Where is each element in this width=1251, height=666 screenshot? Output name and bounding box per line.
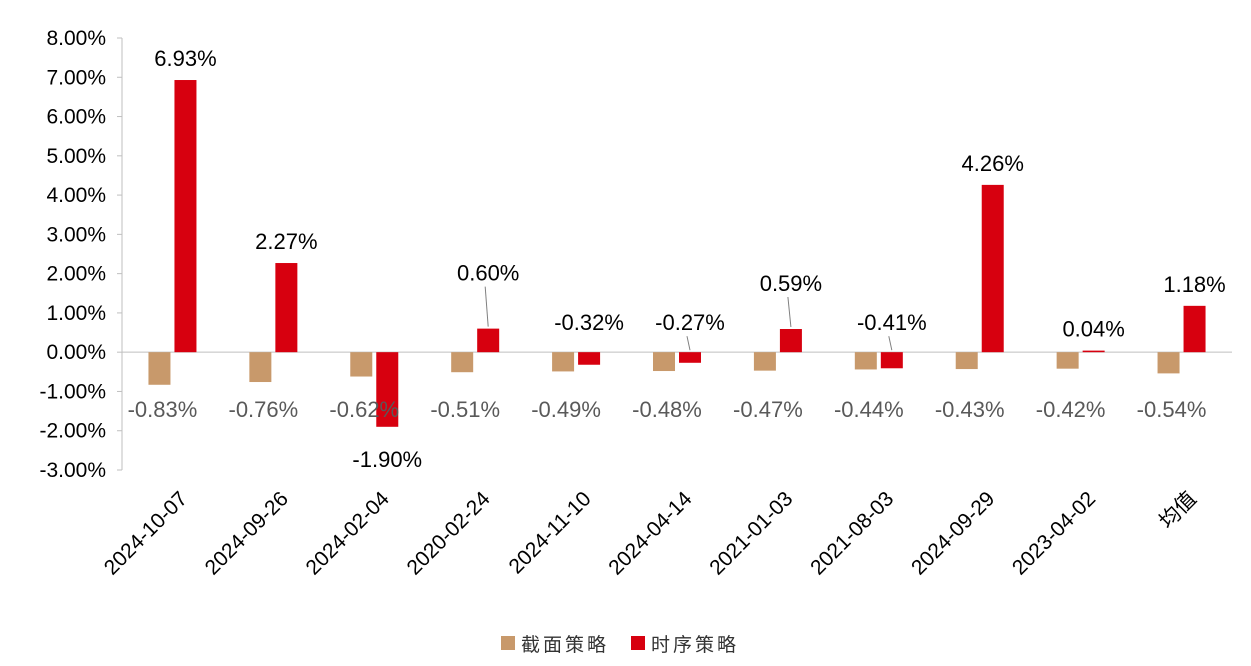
- bar-time-series: [679, 352, 701, 363]
- legend-swatch-time-series: [631, 636, 645, 650]
- data-label-time-series: 6.93%: [154, 46, 216, 71]
- bar-cross-section: [753, 352, 776, 371]
- data-label-cross-section: -0.83%: [128, 397, 198, 422]
- y-tick-label: 7.00%: [46, 66, 106, 89]
- bar-cross-section: [451, 352, 474, 373]
- legend-label-cross-section: 截面策略: [521, 634, 609, 656]
- data-label-time-series: 1.18%: [1163, 272, 1225, 297]
- axes: 8.00% 7.00% 6.00% 5.00% 4.00% 3.00% 2.00% 1.00%…: [39, 27, 1232, 579]
- bar-cross-section: [1157, 352, 1180, 374]
- bar-cross-section: [955, 352, 978, 370]
- bar-cross-section: [854, 352, 877, 370]
- bar-cross-section: [249, 352, 272, 383]
- x-tick-label: 2024-09-29: [907, 487, 999, 579]
- bar-cross-section: [350, 352, 373, 377]
- x-tick-label: 2024-04-14: [604, 487, 696, 579]
- bar-cross-section: [552, 352, 575, 372]
- y-tick-label: 5.00%: [46, 145, 106, 168]
- y-tick-label: 4.00%: [46, 184, 106, 207]
- bar-time-series: [275, 263, 298, 353]
- data-label-time-series: 0.04%: [1062, 317, 1124, 342]
- x-tick-label: 2021-08-03: [806, 487, 898, 579]
- data-label-cross-section: -0.54%: [1137, 397, 1207, 422]
- bar-time-series: [880, 352, 903, 369]
- data-label-cross-section: -0.43%: [935, 397, 1005, 422]
- data-label-time-series: 4.26%: [962, 151, 1024, 176]
- bar-time-series: [578, 352, 601, 365]
- data-label-time-series: 0.60%: [457, 261, 519, 286]
- x-tick-label: 2023-04-02: [1008, 487, 1100, 579]
- legend-swatch-cross-section: [501, 636, 515, 650]
- data-label-cross-section: -0.42%: [1036, 397, 1106, 422]
- data-label-cross-section: -0.48%: [632, 397, 702, 422]
- y-tick-label: 2.00%: [46, 263, 106, 286]
- y-tick-label: -2.00%: [39, 420, 106, 443]
- bar-cross-section: [653, 352, 675, 372]
- x-tick-label: 2024-10-07: [100, 487, 192, 579]
- bar-time-series: [174, 80, 197, 353]
- label-leader-line: [787, 296, 792, 328]
- data-label-time-series: -0.27%: [655, 310, 725, 335]
- y-tick-label: 0.00%: [46, 341, 106, 364]
- x-tick-label: 2024-02-04: [302, 487, 394, 579]
- data-label-time-series: 2.27%: [255, 229, 317, 254]
- bar-time-series: [376, 352, 399, 427]
- x-tick-label: 2020-02-24: [402, 487, 494, 579]
- data-label-cross-section: -0.49%: [531, 397, 601, 422]
- bar-cross-section: [148, 352, 171, 385]
- data-label-cross-section: -0.51%: [430, 397, 500, 422]
- y-tick-label: 8.00%: [46, 27, 106, 50]
- data-label-cross-section: -0.76%: [229, 397, 299, 422]
- y-tick-label: 1.00%: [46, 302, 106, 325]
- label-leader-line: [686, 336, 691, 351]
- y-tick-label: 3.00%: [46, 223, 106, 246]
- y-tick-label: 6.00%: [46, 106, 106, 129]
- bar-cross-section: [1056, 352, 1079, 369]
- data-label-cross-section: -0.44%: [834, 397, 904, 422]
- legend: 截面策略 时序策略: [501, 634, 739, 656]
- x-tick-label: 均值: [1155, 487, 1201, 533]
- bar-time-series: [1183, 305, 1206, 353]
- legend-label-time-series: 时序策略: [651, 634, 739, 656]
- data-label-cross-section: -0.62%: [329, 397, 399, 422]
- data-label-cross-section: -0.47%: [733, 397, 803, 422]
- bar-time-series: [1082, 350, 1105, 353]
- data-label-time-series: -0.32%: [554, 310, 624, 335]
- bars: [148, 80, 1206, 427]
- data-labels: -0.83% 6.93% -0.76% 2.27% -0.62% -1.90% -0.51%…: [128, 46, 1226, 472]
- bar-time-series: [779, 329, 802, 353]
- x-tick-label: 2021-01-03: [705, 487, 797, 579]
- data-label-time-series: -1.90%: [352, 447, 422, 472]
- label-leader-line: [888, 336, 893, 351]
- x-tick-label: 2024-09-26: [201, 487, 293, 579]
- data-label-time-series: 0.59%: [760, 271, 822, 296]
- y-tick-label: -3.00%: [39, 459, 106, 482]
- y-tick-label: -1.00%: [39, 380, 106, 403]
- bar-time-series: [477, 328, 500, 353]
- bar-time-series: [981, 184, 1004, 353]
- data-label-time-series: -0.41%: [857, 310, 927, 335]
- x-tick-label: 2024-11-10: [504, 487, 595, 578]
- label-leader-line: [484, 286, 489, 327]
